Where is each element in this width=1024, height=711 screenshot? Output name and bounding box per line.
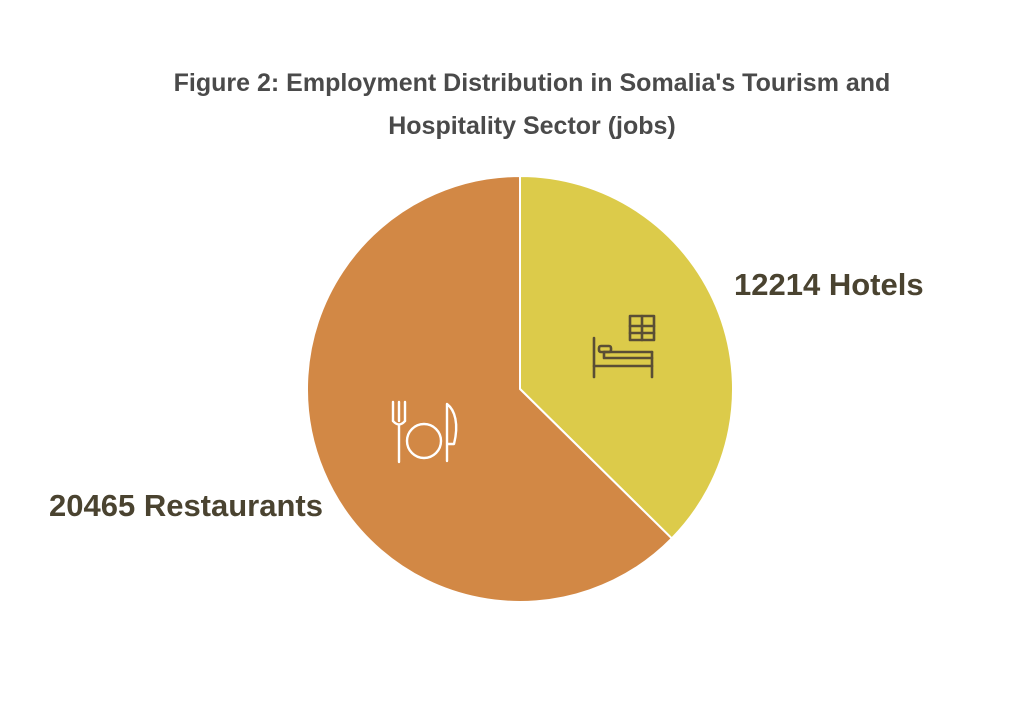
slice-label-restaurants: 20465 Restaurants bbox=[49, 488, 323, 523]
hotel-bed-icon bbox=[592, 314, 656, 379]
slice-label-hotels: 12214 Hotels bbox=[734, 267, 924, 302]
chart-title: Figure 2: Employment Distribution in Som… bbox=[173, 69, 891, 140]
pie-slice-restaurants bbox=[306, 174, 674, 603]
fork-plate-knife-icon bbox=[391, 400, 458, 464]
pie-slices bbox=[306, 174, 734, 603]
